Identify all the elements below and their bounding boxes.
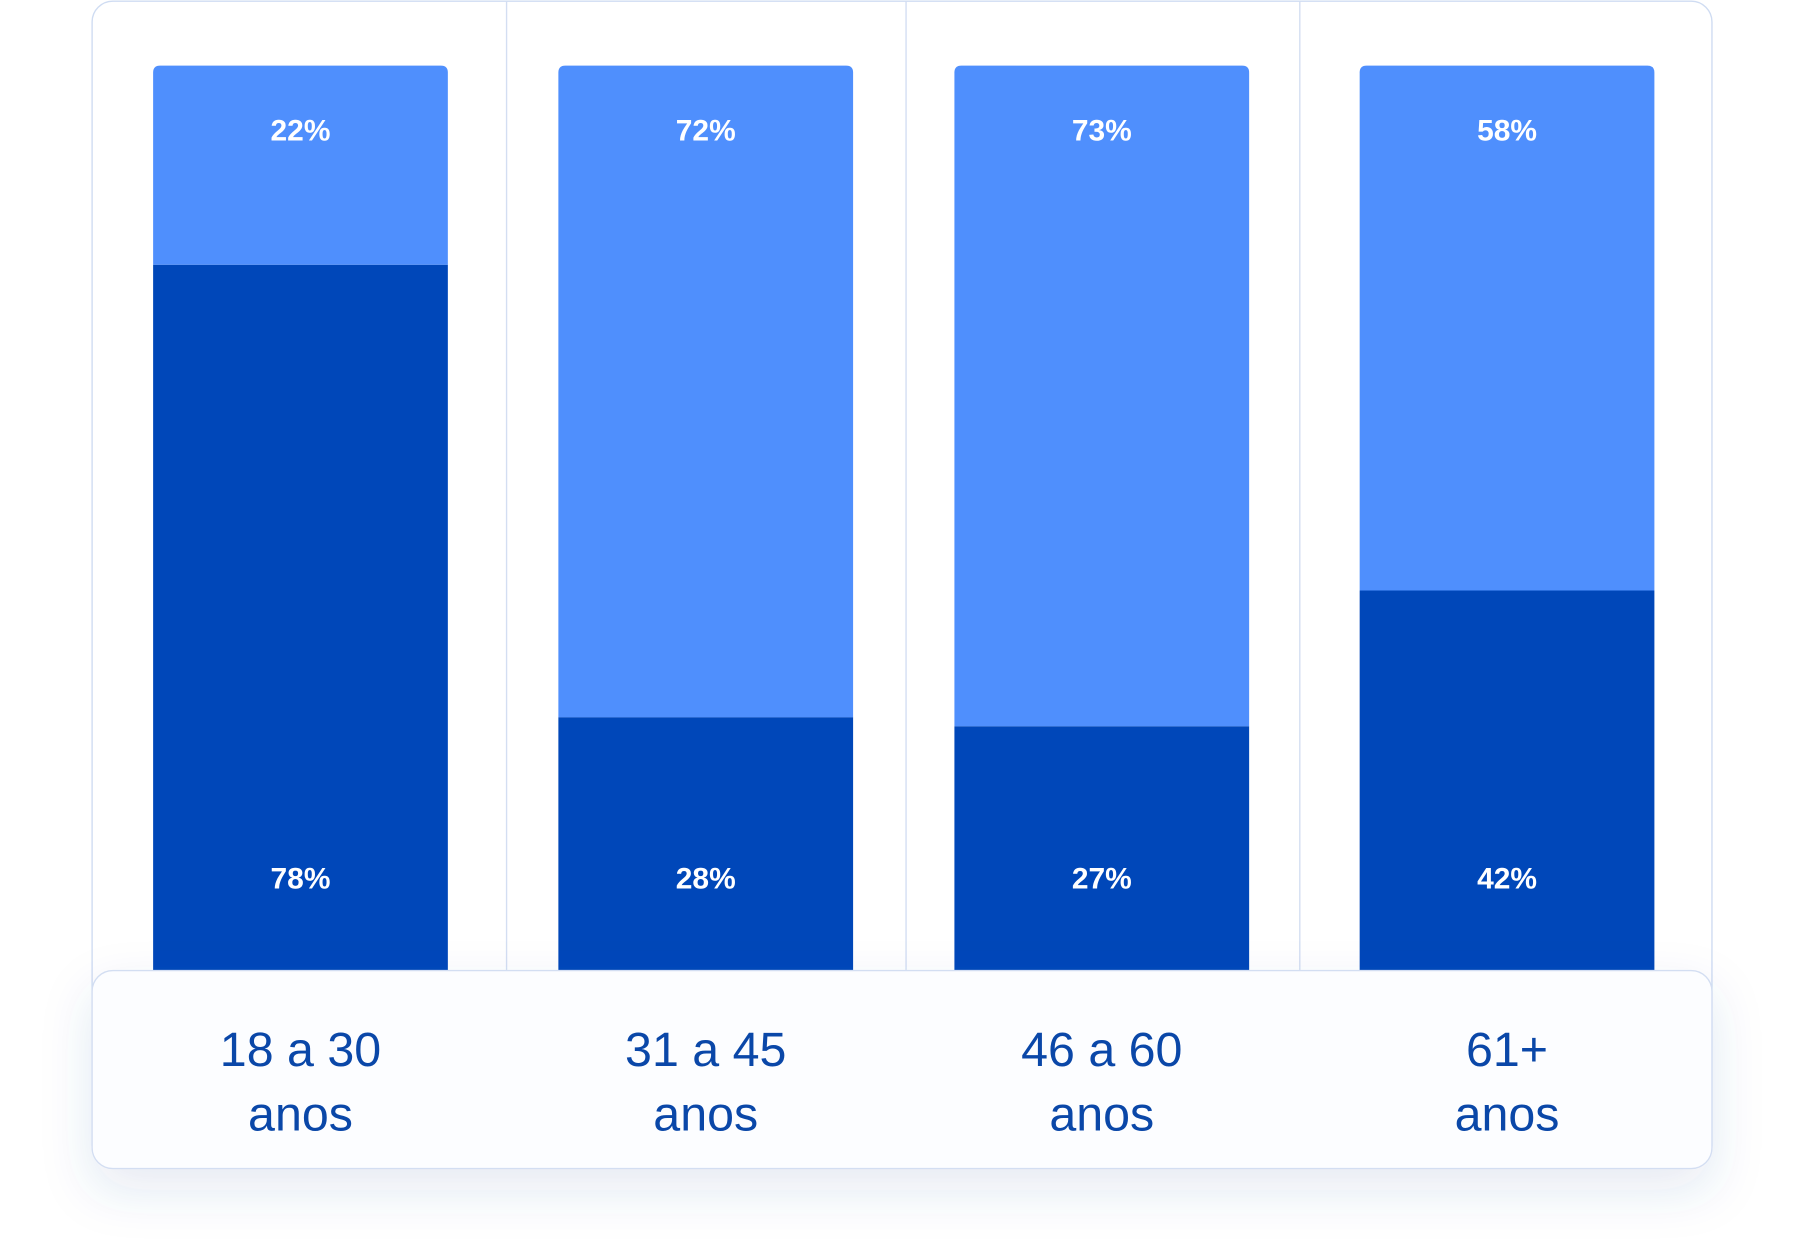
bar-segment [153, 264, 448, 971]
category-label: 31 a 45 anos [625, 1022, 787, 1141]
value-label: 27% [1072, 863, 1132, 896]
value-label: 42% [1477, 863, 1537, 896]
bars: 78% 22% 28% 72% 27% 73% 42% 58% [153, 65, 1655, 971]
bar-segment [954, 726, 1250, 971]
value-label: 72% [676, 114, 736, 147]
category-labels: 18 a 30 anos 31 a 45 anos 46 a 60 anos 61+ … [219, 1022, 1560, 1141]
value-label: 58% [1477, 114, 1537, 147]
category-label-box: 18 a 30 anos [219, 1022, 382, 1141]
category-label: 46 a 60 anos [1021, 1022, 1183, 1141]
value-label: 78% [271, 863, 331, 896]
bar-segment [558, 717, 854, 971]
bar-segment [153, 65, 448, 265]
bar-segment [558, 65, 854, 718]
value-label: 73% [1072, 114, 1132, 147]
label-panel [91, 969, 1713, 1170]
value-label: 22% [271, 114, 331, 147]
category-label-box: 46 a 60 anos [1021, 1022, 1183, 1141]
category-label: 61+ anos [1454, 1022, 1560, 1141]
bar-segment [954, 65, 1250, 727]
value-label: 28% [676, 863, 736, 896]
category-label-box: 61+ anos [1454, 1022, 1560, 1141]
category-label-box: 31 a 45 anos [625, 1022, 787, 1141]
category-label: 18 a 30 anos [219, 1022, 382, 1141]
bar-segment [1359, 590, 1655, 971]
bar-segment [1359, 65, 1655, 591]
